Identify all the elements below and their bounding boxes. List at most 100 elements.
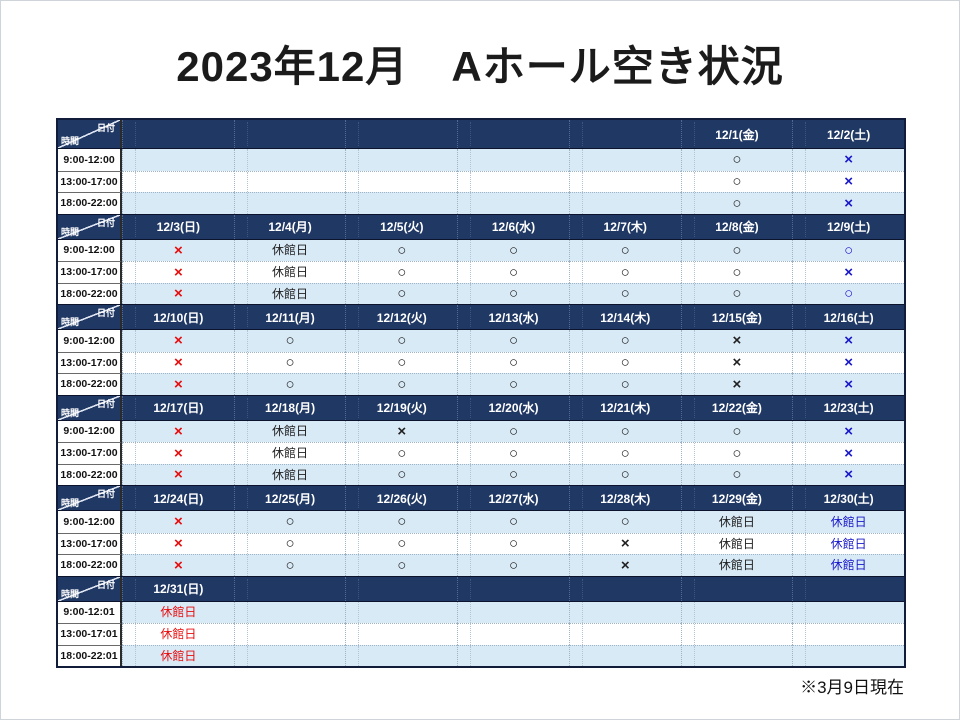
date-header-cell: 12/10(日) bbox=[122, 305, 234, 329]
available-circle-icon: ○ bbox=[397, 375, 407, 393]
available-circle-icon: ○ bbox=[508, 466, 519, 484]
date-header-cell: 12/6(水) bbox=[457, 214, 569, 239]
available-circle-icon: ○ bbox=[732, 151, 742, 169]
time-cell: 9:00-12:00 bbox=[58, 239, 122, 261]
status-cell: × bbox=[345, 420, 458, 442]
status-cell: × bbox=[680, 373, 793, 395]
date-header-cell: 12/16(土) bbox=[792, 305, 904, 329]
status-cell: × bbox=[122, 373, 234, 395]
time-axis-label: 時間 bbox=[61, 407, 80, 418]
unavailable-x-icon: × bbox=[173, 466, 183, 484]
date-header-cell: 12/20(水) bbox=[457, 395, 569, 420]
status-cell: 休館日 bbox=[233, 420, 346, 442]
status-cell: ○ bbox=[568, 330, 681, 352]
available-circle-icon: ○ bbox=[285, 332, 295, 350]
available-circle-icon: ○ bbox=[285, 354, 295, 372]
schedule-row: 9:00-12:00 ○ × bbox=[58, 149, 904, 171]
date-header-cell: 12/23(土) bbox=[792, 395, 904, 420]
schedule-row: 18:00-22:00 × 休館日 ○ ○ ○ ○ ○ bbox=[58, 282, 904, 304]
corner-date-time-cell: 日付 時間 bbox=[58, 576, 122, 601]
date-header-cell: 12/27(水) bbox=[457, 486, 569, 510]
date-axis-label: 日付 bbox=[96, 398, 115, 409]
status-cell bbox=[345, 601, 458, 623]
availability-table: 日付 時間 12/1(金) 12/2(土) 9:00-12:00 ○ × 13:00-17:0… bbox=[56, 118, 906, 668]
available-circle-icon: ○ bbox=[508, 285, 519, 303]
date-header-cell: 12/9(土) bbox=[792, 214, 904, 239]
closed-day-label: 休館日 bbox=[160, 627, 197, 642]
status-cell: 休館日 bbox=[233, 282, 346, 304]
status-cell bbox=[233, 623, 346, 645]
closed-day-label: 休館日 bbox=[272, 424, 309, 439]
date-axis-label: 日付 bbox=[96, 579, 115, 590]
status-cell: ○ bbox=[568, 282, 681, 304]
available-circle-icon: ○ bbox=[844, 285, 854, 303]
date-header-cell: 12/28(木) bbox=[568, 486, 681, 510]
status-cell bbox=[345, 170, 458, 192]
date-axis-label: 日付 bbox=[96, 489, 115, 499]
available-circle-icon: ○ bbox=[732, 466, 742, 484]
status-cell: 休館日 bbox=[792, 511, 904, 533]
time-cell: 18:00-22:00 bbox=[58, 282, 122, 304]
status-cell: ○ bbox=[680, 282, 793, 304]
status-cell bbox=[680, 601, 793, 623]
available-circle-icon: ○ bbox=[397, 466, 407, 484]
status-cell bbox=[122, 170, 234, 192]
available-circle-icon: ○ bbox=[620, 263, 630, 281]
status-cell: × bbox=[122, 330, 234, 352]
status-cell bbox=[457, 170, 569, 192]
status-cell: 休館日 bbox=[680, 554, 793, 576]
status-cell: ○ bbox=[680, 420, 793, 442]
closed-day-label: 休館日 bbox=[718, 558, 755, 573]
available-circle-icon: ○ bbox=[620, 375, 630, 393]
closed-day-label: 休館日 bbox=[830, 558, 867, 573]
unavailable-x-icon: × bbox=[173, 422, 183, 440]
status-cell: ○ bbox=[568, 442, 681, 464]
time-cell: 13:00-17:00 bbox=[58, 442, 122, 464]
status-cell bbox=[568, 170, 681, 192]
status-cell: ○ bbox=[568, 420, 681, 442]
status-cell: × bbox=[122, 511, 234, 533]
date-header-cell bbox=[568, 120, 681, 148]
available-circle-icon: ○ bbox=[620, 466, 630, 484]
unavailable-x-icon: × bbox=[173, 444, 183, 462]
schedule-row: 9:00-12:00 × ○ ○ ○ ○ × × bbox=[58, 330, 904, 352]
date-header-cell: 12/7(木) bbox=[568, 214, 681, 239]
available-circle-icon: ○ bbox=[508, 263, 519, 281]
date-header-cell bbox=[345, 576, 457, 601]
available-circle-icon: ○ bbox=[397, 535, 407, 553]
status-cell: ○ bbox=[680, 442, 793, 464]
status-cell: ○ bbox=[345, 351, 458, 373]
available-circle-icon: ○ bbox=[732, 194, 742, 212]
status-cell: × bbox=[568, 554, 681, 576]
status-cell: 休館日 bbox=[792, 532, 904, 554]
status-cell: × bbox=[122, 351, 234, 373]
status-cell: 休館日 bbox=[233, 261, 346, 283]
unavailable-x-icon: × bbox=[844, 354, 854, 372]
status-cell bbox=[457, 601, 569, 623]
status-cell: ○ bbox=[345, 330, 458, 352]
available-circle-icon: ○ bbox=[620, 285, 630, 303]
status-cell: ○ bbox=[568, 239, 681, 261]
status-cell: ○ bbox=[233, 373, 346, 395]
date-axis-label: 日付 bbox=[96, 217, 115, 228]
status-cell: × bbox=[792, 261, 904, 283]
page-title: 2023年12月 Aホール空き状況 bbox=[176, 43, 784, 90]
available-circle-icon: ○ bbox=[620, 422, 630, 440]
unavailable-x-icon: × bbox=[732, 375, 742, 393]
available-circle-icon: ○ bbox=[508, 422, 519, 440]
date-header-cell: 12/3(日) bbox=[122, 214, 234, 239]
status-cell: ○ bbox=[457, 239, 569, 261]
available-circle-icon: ○ bbox=[508, 556, 519, 574]
status-cell bbox=[345, 644, 458, 666]
status-cell: × bbox=[122, 420, 234, 442]
time-axis-label: 時間 bbox=[61, 226, 80, 237]
schedule-row: 13:00-17:01 休館日 bbox=[58, 623, 904, 645]
time-cell: 9:00-12:00 bbox=[58, 330, 122, 352]
block-header-row: 日付 時間 12/17(日) 12/18(月) 12/19(火) 12/20(水) 12/2… bbox=[58, 394, 904, 421]
schedule-row: 18:00-22:00 × ○ ○ ○ ○ × × bbox=[58, 373, 904, 395]
available-circle-icon: ○ bbox=[620, 332, 630, 350]
date-header-cell: 12/2(土) bbox=[792, 120, 904, 148]
date-header-cell: 12/1(金) bbox=[680, 120, 793, 148]
date-header-cell bbox=[233, 120, 346, 148]
date-header-cell bbox=[680, 576, 793, 601]
